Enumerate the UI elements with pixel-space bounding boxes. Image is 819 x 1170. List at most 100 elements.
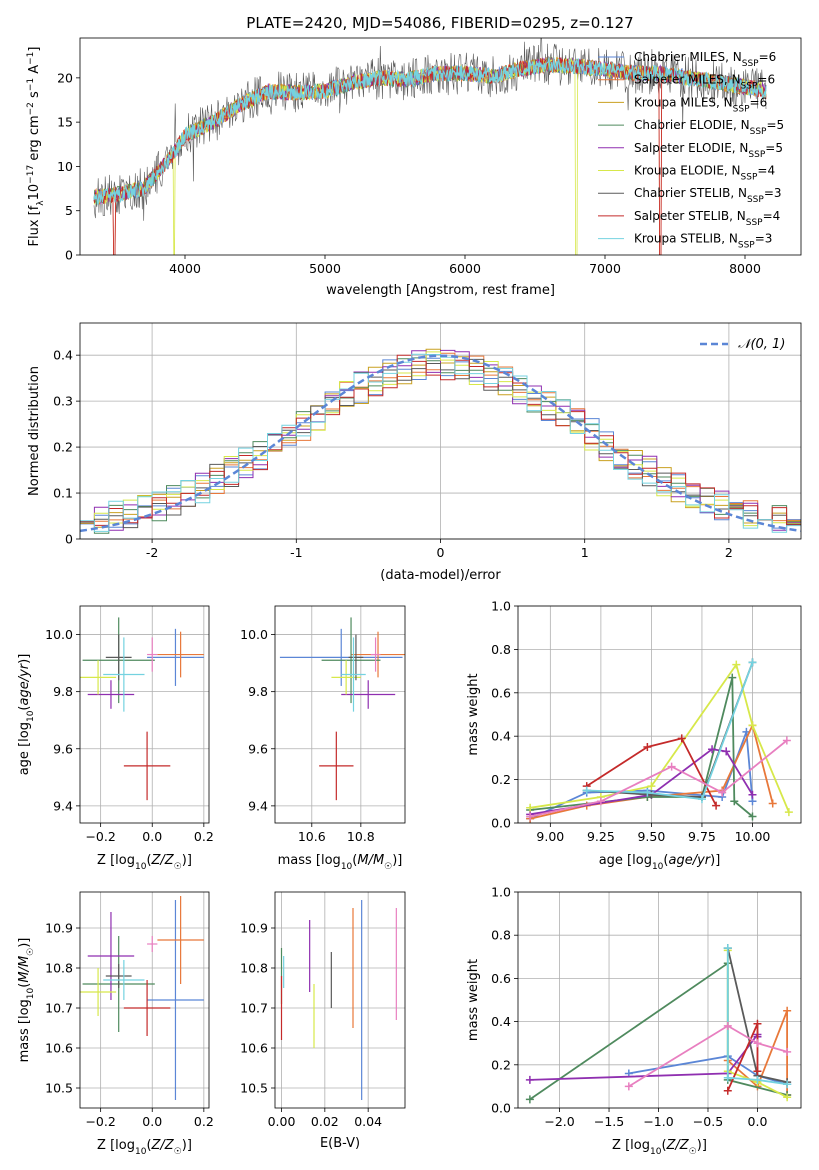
weight-marker: [784, 808, 793, 817]
x-axis-label: mass [log10(M/M☉)]: [278, 853, 403, 872]
weight-marker: [728, 673, 737, 682]
weight-marker: [748, 721, 757, 730]
weight_vs_Z-plot-area: [525, 944, 792, 1104]
y-tick-label: 0.6: [491, 971, 511, 986]
weight-series: [624, 1021, 792, 1091]
y-tick-label: 10.6: [45, 1041, 73, 1056]
spectrum-plot-area: [93, 38, 767, 255]
errorbar-point: [341, 680, 396, 709]
y-tick-label: 0: [65, 532, 73, 547]
errorbar-point: [147, 936, 158, 952]
errorbar-point: [123, 731, 171, 801]
x-tick-label: −1.5: [594, 1114, 624, 1129]
spectrum-series-line: [93, 56, 767, 255]
y-tick-label: 0.4: [53, 348, 73, 363]
legend-entry: Chabrier ELODIE, NSSP=5: [634, 118, 784, 137]
age_vs_Z-axes: −0.2 0.0 0.2 9.4 9.6 9.8 10.0: [45, 606, 214, 844]
x-tick-label: −1.0: [643, 1114, 673, 1129]
legend-entry: 𝒩(0, 1): [738, 337, 785, 352]
y-tick-label: 15: [57, 115, 73, 130]
x-tick-label: 2: [725, 545, 733, 560]
normal-curve: [80, 354, 801, 533]
weight-marker: [677, 734, 686, 743]
errorbar-point: [348, 634, 364, 681]
weight-marker: [722, 747, 731, 756]
errorbar-point: [157, 631, 204, 678]
weight-marker: [643, 788, 652, 797]
x-tick-label: -1: [290, 545, 302, 560]
x-tick-label: 8000: [729, 261, 761, 276]
weight-marker: [748, 790, 757, 799]
weight-marker: [783, 1093, 792, 1102]
x-tick-label: 0.02: [311, 1114, 339, 1129]
weight-marker: [712, 801, 721, 810]
y-axis-label: age [log10(age/yr)]: [17, 654, 36, 776]
y-tick-label: 0.2: [53, 440, 73, 455]
mass_vs_Z-frame: [79, 891, 210, 1109]
errorbar-point: [279, 628, 403, 686]
y-axis-label: mass weight: [466, 673, 481, 755]
spectrum-series-line: [93, 56, 767, 205]
y-tick-label: 10.0: [45, 627, 73, 642]
x-axis-label: Z [log10(Z/Z☉)]: [97, 1138, 192, 1157]
age_vs_mass-axes: 10.6 10.8 9.4 9.6 9.8 10.0: [240, 606, 405, 844]
y-tick-label: 1.0: [491, 885, 511, 900]
errorbar-point: [319, 731, 354, 801]
errorbar-point: [157, 896, 204, 984]
weight-series: [582, 658, 757, 804]
y-tick-label: 9.6: [248, 741, 268, 756]
x-tick-label: −2.0: [544, 1114, 574, 1129]
y-tick-label: 9.8: [53, 684, 73, 699]
weight-series: [723, 944, 792, 1089]
y-tick-label: 10.5: [45, 1081, 73, 1096]
weight_vs_Z-frame: [517, 891, 802, 1109]
legend-entry: Salpeter STELIB, NSSP=4: [634, 209, 780, 228]
errorbar-point: [80, 660, 117, 695]
residuals-plot-area: [80, 348, 801, 539]
errorbar-point: [103, 637, 145, 712]
weight_vs_Z-axes: −2.0 −1.5 −1.0 −0.5 0.0 0.0 0.2 0.4 0.6 0.8 1.0: [491, 885, 801, 1129]
weight-marker: [748, 658, 757, 667]
weight-series-line: [586, 662, 754, 801]
y-tick-label: 5: [65, 203, 73, 218]
weight-marker: [723, 944, 732, 953]
weight-marker: [723, 1086, 732, 1095]
errorbar-point: [105, 964, 132, 988]
errorbar-point: [147, 637, 158, 672]
weight-series-line: [628, 1055, 788, 1086]
y-tick-label: 10.5: [240, 1081, 268, 1096]
x-tick-label: 5000: [309, 261, 341, 276]
weight-marker: [526, 812, 535, 821]
weight-marker: [753, 1039, 762, 1048]
x-axis-label: Z [log10(Z/Z☉)]: [612, 1138, 707, 1157]
y-tick-label: 9.8: [248, 684, 268, 699]
legend-entry: Kroupa ELODIE, NSSP=4: [634, 164, 775, 183]
weight-marker: [782, 736, 791, 745]
y-tick-label: 0.2: [491, 1057, 511, 1072]
y-tick-label: 10.8: [240, 961, 268, 976]
x-axis-label: E(B-V): [320, 1136, 360, 1151]
x-tick-label: 9.75: [688, 829, 716, 844]
x-tick-label: 0.0: [142, 1114, 162, 1129]
y-axis-label: mass [log10(M/M☉)]: [17, 938, 36, 1063]
x-tick-label: 0.0: [142, 829, 162, 844]
spectrum-axes: 4000 5000 6000 7000 8000 0 5 10 15 20: [57, 70, 761, 276]
weight-marker: [697, 795, 706, 804]
y-tick-label: 10.9: [45, 921, 73, 936]
weight-marker: [768, 799, 777, 808]
weight-series-line: [586, 737, 717, 807]
y-axis-label: Flux [fλ10−17 erg cm−2 s−1 A−1]: [26, 47, 46, 247]
x-tick-label: 9.25: [587, 829, 615, 844]
y-tick-label: 0.8: [491, 928, 511, 943]
weight-marker: [596, 797, 605, 806]
weight-marker: [730, 797, 739, 806]
x-tick-label: 4000: [169, 261, 201, 276]
x-tick-label: 0.2: [194, 1114, 214, 1129]
mass_vs_EBV-plot-area: [280, 900, 397, 1100]
x-tick-label: −0.5: [693, 1114, 723, 1129]
y-tick-label: 0.2: [491, 772, 511, 787]
age_vs_Z-frame: [79, 605, 210, 824]
figure-title: PLATE=2420, MJD=54086, FIBERID=0295, z=0…: [246, 14, 633, 32]
y-tick-label: 0.8: [491, 642, 511, 657]
x-tick-label: 10.8: [347, 829, 375, 844]
